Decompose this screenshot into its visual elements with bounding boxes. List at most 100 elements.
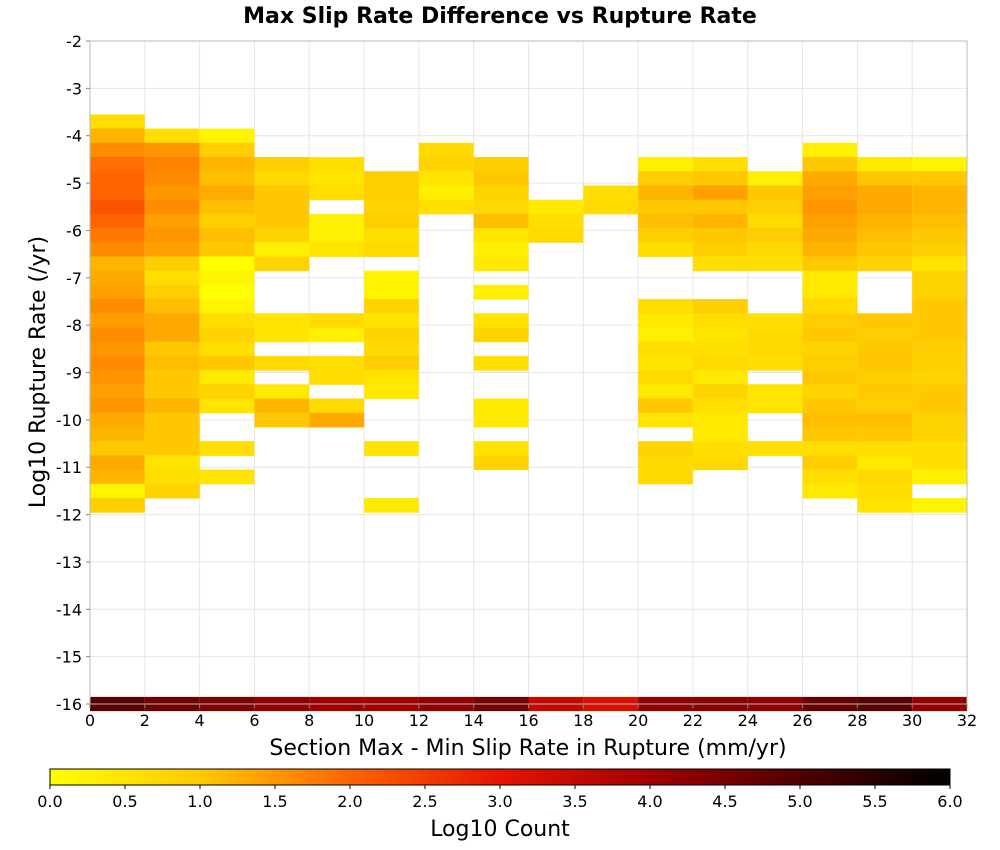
heatmap-cell (473, 327, 529, 343)
heatmap-cell (692, 299, 748, 314)
heatmap-cell (364, 497, 419, 513)
heatmap-cell (857, 313, 913, 329)
heatmap-cell (144, 299, 200, 314)
heatmap-cell (912, 313, 967, 329)
y-tick-label: -13 (56, 553, 82, 572)
heatmap-cell (90, 455, 145, 471)
heatmap-cell (692, 327, 748, 343)
colorbar-tick-label: 5.5 (862, 792, 887, 811)
heatmap-cell (90, 412, 145, 428)
colorbar-tick-label: 4.0 (637, 792, 662, 811)
heatmap-cell (309, 355, 365, 371)
heatmap-cell (90, 299, 145, 314)
x-tick-label: 20 (628, 711, 648, 730)
heatmap-cell (144, 270, 200, 286)
heatmap-cell (144, 185, 200, 201)
heatmap-cell (309, 228, 365, 243)
colorbar-tick-label: 2.5 (412, 792, 437, 811)
heatmap-cell (857, 469, 913, 485)
heatmap-cell (90, 213, 145, 229)
heatmap-cell (254, 171, 310, 186)
heatmap-cell (144, 128, 200, 144)
heatmap-cell (747, 441, 803, 456)
x-tick-label: 24 (738, 711, 758, 730)
heatmap-cell (692, 199, 748, 215)
y-tick-label: -3 (66, 79, 82, 98)
heatmap-cell (857, 341, 913, 357)
heatmap-cell (144, 341, 200, 357)
heatmap-cell (528, 199, 584, 215)
heatmap-cell (912, 185, 967, 201)
x-tick-label: 12 (409, 711, 429, 730)
heatmap-cell (802, 455, 858, 471)
heatmap-cell (802, 384, 858, 400)
heatmap-cell (199, 256, 255, 272)
heatmap-cell (364, 370, 419, 385)
heatmap-cell (692, 242, 748, 257)
heatmap-cell (199, 284, 255, 300)
heatmap-cell (857, 412, 913, 428)
heatmap-cell (90, 355, 145, 371)
heatmap-cell (364, 327, 419, 343)
heatmap-cell (912, 256, 967, 272)
heatmap-cell (90, 469, 145, 485)
x-tick-label: 18 (573, 711, 593, 730)
heatmap-cell (90, 384, 145, 400)
y-tick-label: -7 (66, 269, 82, 288)
heatmap-cell (912, 370, 967, 385)
heatmap-cell (857, 185, 913, 201)
colorbar-tick-label: 6.0 (937, 792, 962, 811)
heatmap-cell (90, 256, 145, 272)
colorbar-tick-label: 2.0 (337, 792, 362, 811)
x-tick-label: 26 (792, 711, 812, 730)
heatmap-cell (857, 455, 913, 471)
heatmap-cell (90, 157, 145, 172)
y-tick-label: -14 (56, 600, 82, 619)
heatmap-cell (254, 313, 310, 329)
heatmap-cell (309, 412, 365, 428)
heatmap-cell (912, 199, 967, 215)
heatmap-cell (912, 398, 967, 414)
heatmap-cell (364, 355, 419, 371)
heatmap-cell (364, 313, 419, 329)
heatmap-cell (912, 426, 967, 442)
heatmap-cell (638, 157, 693, 172)
heatmap-cell (144, 142, 200, 158)
heatmap-cell (692, 370, 748, 385)
heatmap-cell (692, 398, 748, 414)
heatmap-cell (90, 142, 145, 158)
heatmap-cell (199, 142, 255, 158)
heatmap-cell (692, 228, 748, 243)
heatmap-cell (528, 228, 584, 243)
x-axis-label: Section Max - Min Slip Rate in Rupture (… (269, 736, 786, 761)
heatmap-cell (418, 142, 474, 158)
x-tick-label: 22 (683, 711, 703, 730)
heatmap-cell (254, 384, 310, 400)
heatmap-cell (638, 199, 693, 215)
heatmap-cell (309, 327, 365, 343)
heatmap-cell (912, 171, 967, 186)
heatmap-cell (199, 128, 255, 144)
heatmap-cell (90, 171, 145, 186)
heatmap-cell (802, 426, 858, 442)
heatmap-cell (857, 242, 913, 257)
heatmap-cell (857, 171, 913, 186)
heatmap-cell (802, 171, 858, 186)
heatmap-cell (473, 185, 529, 201)
heatmap-cell (199, 157, 255, 172)
heatmap-cell (473, 157, 529, 172)
heatmap-cell (857, 426, 913, 442)
heatmap-cell (912, 327, 967, 343)
heatmap-cell (802, 370, 858, 385)
heatmap-cell (747, 228, 803, 243)
heatmap-cell (747, 185, 803, 201)
heatmap-cell (144, 412, 200, 428)
heatmap-cell (90, 114, 145, 130)
heatmap-cell (857, 497, 913, 513)
x-tick-label: 30 (902, 711, 922, 730)
heatmap-cell (802, 157, 858, 172)
heatmap-cell (802, 199, 858, 215)
heatmap-cell (912, 242, 967, 257)
colorbar (49, 768, 951, 786)
heatmap-cell (912, 157, 967, 172)
